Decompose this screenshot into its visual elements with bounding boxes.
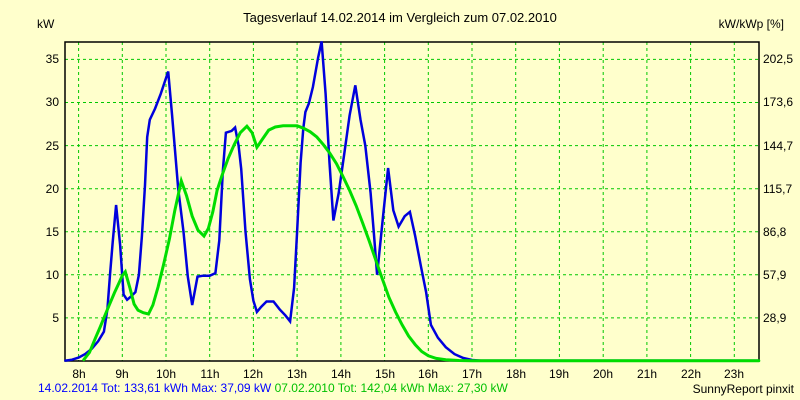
x-tick-label: 17h (461, 367, 483, 381)
x-tick-label: 11h (200, 367, 220, 381)
x-tick-label: 19h (548, 367, 570, 381)
x-tick-label: 14h (330, 367, 352, 381)
right-tick-label: 115,7 (763, 182, 793, 196)
right-axis-unit-label: kW/kWp [%] (718, 17, 784, 31)
summary-2010: 07.02.2010 Tot: 142,04 kWh Max: 27,30 kW (274, 381, 508, 395)
x-tick-label: 16h (417, 367, 439, 381)
footer-summary: 14.02.2014 Tot: 133,61 kWh Max: 37,09 kW… (38, 381, 508, 395)
left-tick-label: 15 (45, 225, 59, 239)
x-tick-label: 21h (636, 367, 658, 381)
series-line-14-02-2014 (64, 41, 761, 362)
right-tick-label: 57,9 (763, 268, 787, 282)
x-tick-label: 22h (680, 367, 702, 381)
right-tick-label: 173,6 (763, 95, 794, 109)
chart-title: Tagesverlauf 14.02.2014 im Vergleich zum… (243, 10, 557, 25)
x-tick-label: 8h (72, 367, 86, 381)
right-tick-label: 28,9 (763, 311, 787, 325)
left-tick-label: 5 (52, 311, 59, 325)
x-tick-label: 18h (505, 367, 527, 381)
plot-frame (64, 41, 760, 362)
left-tick-label: 10 (45, 268, 59, 282)
x-tick-label: 9h (115, 367, 129, 381)
left-axis-unit-label: kW (37, 17, 55, 31)
x-tick-label: 10h (155, 367, 177, 381)
right-tick-label: 144,7 (763, 139, 794, 153)
x-tick-label: 12h (242, 367, 264, 381)
left-tick-label: 35 (45, 52, 59, 66)
x-tick-label: 20h (592, 367, 614, 381)
x-tick-label: 13h (286, 367, 308, 381)
summary-2014: 14.02.2014 Tot: 133,61 kWh Max: 37,09 kW (38, 381, 272, 395)
series-line-07-02-2010 (82, 123, 761, 363)
brand-label: SunnyReport pinxit (692, 382, 794, 396)
x-tick-label: 23h (723, 367, 745, 381)
right-tick-label: 86,8 (763, 225, 787, 239)
right-tick-label: 202,5 (763, 52, 794, 66)
left-tick-label: 30 (45, 95, 59, 109)
x-tick-label: 15h (374, 367, 396, 381)
left-tick-label: 25 (45, 139, 59, 153)
left-tick-label: 20 (45, 182, 59, 196)
